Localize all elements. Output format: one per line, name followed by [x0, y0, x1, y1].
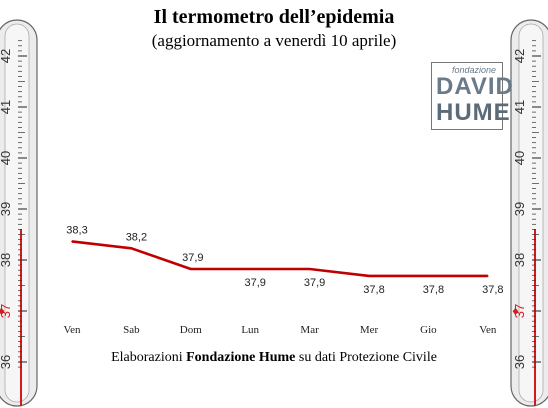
data-label: 37,8: [482, 284, 503, 296]
x-tick-label: Lun: [241, 324, 259, 336]
data-label: 37,8: [363, 284, 384, 296]
thermometer-label: 37: [512, 304, 527, 318]
x-tick-label: Mar: [300, 324, 319, 336]
thermometer-label: 40: [512, 151, 527, 165]
thermometer-label: 36: [512, 355, 527, 369]
thermometer-inner: [4, 23, 30, 403]
thermometer-label: 39: [512, 202, 527, 216]
credit-bold: Fondazione Hume: [186, 350, 296, 365]
thermometer-marker: ♦: [511, 307, 520, 318]
thermometer-label: 36: [0, 355, 13, 369]
data-label: 37,8: [423, 284, 444, 296]
thermometer-label: 41: [512, 100, 527, 114]
thermometer-label: 42: [0, 49, 13, 63]
thermometer-label: 37: [0, 304, 13, 318]
thermometer-label: 38: [512, 253, 527, 267]
credit-prefix: Elaborazioni: [111, 350, 187, 365]
thermometer-label: 38: [0, 253, 13, 267]
data-label: 37,9: [304, 277, 325, 289]
david-hume-logo: fondazione DAVID HUME: [431, 62, 513, 130]
logo-david-text: DAVID: [436, 73, 514, 100]
chart-subtitle: (aggiornamento a venerdì 10 aprile): [151, 31, 397, 50]
x-tick-label: Ven: [479, 324, 497, 336]
chart-title: Il termometro dell’epidemia: [153, 6, 395, 28]
x-tick-label: Ven: [63, 324, 81, 336]
thermometer-label: 41: [0, 100, 13, 114]
data-point: [308, 268, 311, 270]
credit-suffix: su dati Protezione Civile: [295, 350, 437, 365]
x-tick-label: Sab: [123, 324, 140, 336]
data-point: [427, 275, 430, 277]
series-line: [71, 240, 488, 278]
thermometer-inner: [518, 23, 544, 403]
thermometer-marker: ♦: [0, 307, 6, 318]
thermometer-label: 39: [0, 202, 13, 216]
logo-small-text: fondazione: [451, 65, 496, 75]
data-point: [190, 268, 192, 270]
data-label: 38,3: [66, 224, 87, 236]
data-label: 37,9: [182, 252, 203, 264]
chart-credit: Elaborazioni Fondazione Hume su dati Pro…: [0, 350, 548, 366]
x-tick-label: Gio: [420, 324, 437, 336]
thermometer-label: 42: [512, 49, 527, 63]
data-point: [71, 240, 73, 243]
x-tick-label: Dom: [180, 324, 202, 336]
thermometer-label: 40: [0, 151, 13, 165]
data-point: [249, 268, 251, 270]
data-point: [368, 275, 370, 277]
x-tick-label: Mer: [360, 324, 379, 336]
data-point: [487, 275, 489, 277]
thermometer-left: 36 37 38 39 40 41 42 ♦: [0, 19, 38, 407]
logo-hume-text: HUME: [436, 99, 511, 126]
data-label: 38,2: [126, 231, 147, 243]
data-point: [130, 247, 133, 250]
thermometer-right: 36 37 38 39 40 41 42 ♦: [510, 19, 548, 407]
data-label: 37,9: [244, 277, 265, 289]
